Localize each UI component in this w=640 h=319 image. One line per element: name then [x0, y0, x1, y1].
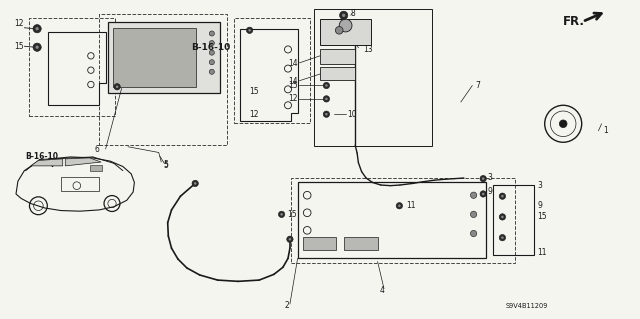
Circle shape: [499, 193, 506, 199]
Text: 10: 10: [348, 110, 357, 119]
Text: 15: 15: [287, 210, 296, 219]
Bar: [320, 19, 371, 45]
Text: 14: 14: [288, 77, 298, 86]
Text: 15: 15: [538, 212, 547, 221]
Circle shape: [116, 85, 118, 88]
Bar: [113, 28, 196, 87]
Bar: [320, 67, 355, 80]
Text: 12: 12: [250, 110, 259, 119]
Bar: [314, 9, 432, 146]
Text: 5: 5: [163, 161, 168, 170]
Text: 6: 6: [95, 145, 100, 154]
Text: 9: 9: [488, 187, 493, 196]
Circle shape: [325, 84, 328, 87]
Circle shape: [501, 236, 504, 239]
Circle shape: [35, 27, 39, 30]
Text: 12: 12: [14, 19, 24, 28]
Circle shape: [248, 29, 251, 32]
Text: 1: 1: [603, 126, 607, 135]
Circle shape: [280, 213, 283, 216]
Bar: [99, 14, 227, 145]
Circle shape: [499, 214, 506, 220]
Circle shape: [209, 31, 214, 36]
Circle shape: [33, 25, 41, 33]
Text: B-16-10: B-16-10: [25, 152, 58, 161]
Bar: [298, 182, 486, 258]
Bar: [493, 185, 534, 255]
Circle shape: [323, 96, 330, 102]
Circle shape: [335, 26, 343, 34]
Text: 8: 8: [351, 9, 355, 18]
Bar: [90, 165, 102, 171]
Circle shape: [342, 14, 346, 17]
Text: 7: 7: [475, 81, 480, 90]
Text: 15: 15: [288, 81, 298, 90]
Text: 11: 11: [406, 201, 416, 210]
Circle shape: [209, 60, 214, 65]
Circle shape: [325, 113, 328, 115]
Circle shape: [482, 177, 484, 180]
Circle shape: [470, 192, 477, 198]
Bar: [344, 237, 378, 250]
Circle shape: [470, 211, 477, 218]
Text: 12: 12: [288, 94, 298, 103]
Circle shape: [33, 43, 41, 51]
Circle shape: [192, 180, 198, 187]
Text: 13: 13: [364, 45, 373, 54]
Circle shape: [501, 195, 504, 197]
Circle shape: [499, 234, 506, 241]
Text: 4: 4: [380, 286, 385, 295]
Circle shape: [278, 211, 285, 218]
Text: B-16-10: B-16-10: [191, 43, 231, 52]
Polygon shape: [31, 159, 63, 166]
Circle shape: [323, 82, 330, 89]
Circle shape: [209, 69, 214, 74]
Text: 14: 14: [288, 59, 298, 68]
Circle shape: [340, 11, 348, 19]
Circle shape: [501, 216, 504, 218]
Text: 9: 9: [538, 201, 543, 210]
Text: 15: 15: [250, 87, 259, 96]
Circle shape: [398, 204, 401, 207]
Circle shape: [194, 182, 196, 185]
Circle shape: [323, 111, 330, 117]
Circle shape: [482, 193, 484, 195]
Circle shape: [339, 19, 352, 32]
Bar: [29, 18, 115, 116]
Circle shape: [325, 98, 328, 100]
Bar: [303, 237, 336, 250]
Circle shape: [246, 27, 253, 33]
Bar: [291, 178, 515, 263]
Text: 5: 5: [163, 160, 168, 169]
Text: 11: 11: [538, 248, 547, 256]
Bar: [108, 22, 220, 93]
Circle shape: [480, 191, 486, 197]
Text: S9V4B11209: S9V4B11209: [506, 303, 548, 308]
Circle shape: [287, 236, 293, 242]
Circle shape: [209, 50, 214, 55]
Circle shape: [470, 230, 477, 237]
Bar: [61, 177, 99, 191]
Circle shape: [114, 84, 120, 90]
Text: 2: 2: [285, 301, 289, 310]
Circle shape: [559, 120, 567, 128]
Bar: [234, 18, 310, 123]
Circle shape: [480, 175, 486, 182]
Text: 3: 3: [488, 173, 493, 182]
Text: FR.: FR.: [563, 15, 585, 28]
Circle shape: [35, 46, 39, 49]
Bar: [320, 49, 355, 64]
Text: 3: 3: [538, 181, 543, 189]
Circle shape: [289, 238, 291, 241]
Circle shape: [396, 203, 403, 209]
Polygon shape: [65, 158, 101, 166]
Text: 15: 15: [14, 42, 24, 51]
Circle shape: [209, 41, 214, 46]
